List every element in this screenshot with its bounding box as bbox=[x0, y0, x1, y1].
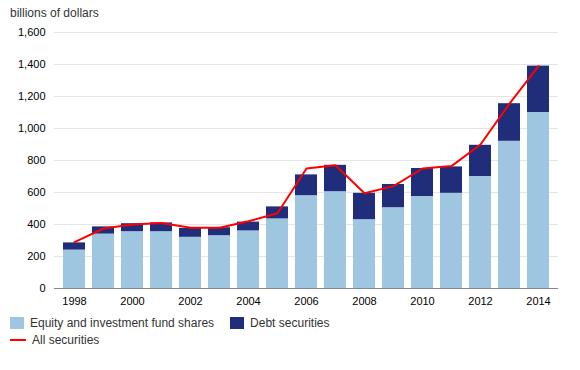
svg-text:400: 400 bbox=[27, 218, 45, 230]
svg-text:1,000: 1,000 bbox=[18, 122, 46, 134]
svg-text:800: 800 bbox=[27, 154, 45, 166]
html-text:Debt securities: Debt securities bbox=[250, 316, 330, 330]
svg-text:1,600: 1,600 bbox=[18, 26, 46, 38]
svg-text:600: 600 bbox=[27, 186, 45, 198]
svg-text:0: 0 bbox=[39, 282, 45, 294]
html-text:Equity and investment fund sha: Equity and investment fund shares bbox=[30, 316, 215, 330]
svg-text:1,400: 1,400 bbox=[18, 58, 46, 70]
svg-text:200: 200 bbox=[27, 250, 45, 262]
html-text:billions of dollars: billions of dollars bbox=[10, 6, 99, 20]
html-text:All securities: All securities bbox=[32, 333, 100, 347]
svg-text:2012: 2012 bbox=[468, 295, 492, 307]
svg-text:1998: 1998 bbox=[62, 295, 86, 307]
svg-text:2014: 2014 bbox=[526, 295, 550, 307]
svg-text:2008: 2008 bbox=[352, 295, 376, 307]
svg-text:1,200: 1,200 bbox=[18, 90, 46, 102]
svg-text:2002: 2002 bbox=[178, 295, 202, 307]
svg-text:2010: 2010 bbox=[410, 295, 434, 307]
svg-text:2006: 2006 bbox=[294, 295, 318, 307]
svg-text:2004: 2004 bbox=[236, 295, 260, 307]
svg-text:2000: 2000 bbox=[120, 295, 144, 307]
